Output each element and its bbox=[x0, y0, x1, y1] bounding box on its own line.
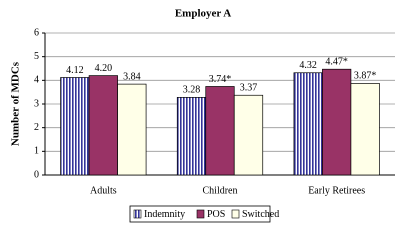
bar bbox=[117, 83, 147, 176]
legend-label: Switched bbox=[242, 209, 279, 220]
bar bbox=[176, 97, 207, 176]
bar bbox=[322, 68, 352, 176]
bar bbox=[205, 86, 235, 176]
y-tick-label: 2 bbox=[34, 122, 39, 133]
value-label: 3.87* bbox=[354, 71, 377, 82]
value-label: 4.12 bbox=[66, 65, 84, 76]
value-label: 4.20 bbox=[95, 63, 113, 74]
y-axis-label: Number of MDCs bbox=[10, 61, 22, 146]
bar bbox=[88, 75, 118, 176]
legend-label: POS bbox=[207, 209, 225, 220]
bar bbox=[293, 72, 323, 176]
y-tick-label: 3 bbox=[34, 98, 39, 109]
legend-swatch bbox=[196, 209, 205, 219]
value-label: 3.74* bbox=[209, 74, 232, 85]
value-label: 4.47* bbox=[325, 57, 348, 68]
chart: Employer A Number of MDCs 0 1 2 3 4 5 6 Adults 4… bbox=[10, 8, 395, 223]
y-tick-label: 0 bbox=[34, 169, 39, 180]
legend-swatch bbox=[133, 209, 142, 219]
y-tick-label: 4 bbox=[34, 75, 39, 86]
x-tick-label: Early Retirees bbox=[308, 185, 365, 196]
bar bbox=[233, 94, 264, 176]
legend-label: Indemnity bbox=[144, 209, 185, 220]
legend-swatch bbox=[231, 209, 240, 219]
bar bbox=[60, 77, 90, 176]
x-tick-label: Adults bbox=[90, 185, 117, 196]
value-label: 3.37 bbox=[240, 83, 258, 94]
chart-title: Employer A bbox=[175, 8, 231, 20]
legend: Indemnity POS Switched bbox=[129, 205, 279, 223]
y-tick-label: 5 bbox=[34, 51, 39, 62]
y-tick-label: 1 bbox=[34, 146, 39, 157]
y-tick-label: 6 bbox=[34, 27, 39, 38]
value-label: 4.32 bbox=[299, 60, 317, 71]
bar bbox=[350, 83, 380, 176]
value-label: 3.28 bbox=[183, 85, 201, 96]
value-label: 3.84 bbox=[123, 71, 141, 82]
x-tick-label: Children bbox=[203, 185, 238, 196]
